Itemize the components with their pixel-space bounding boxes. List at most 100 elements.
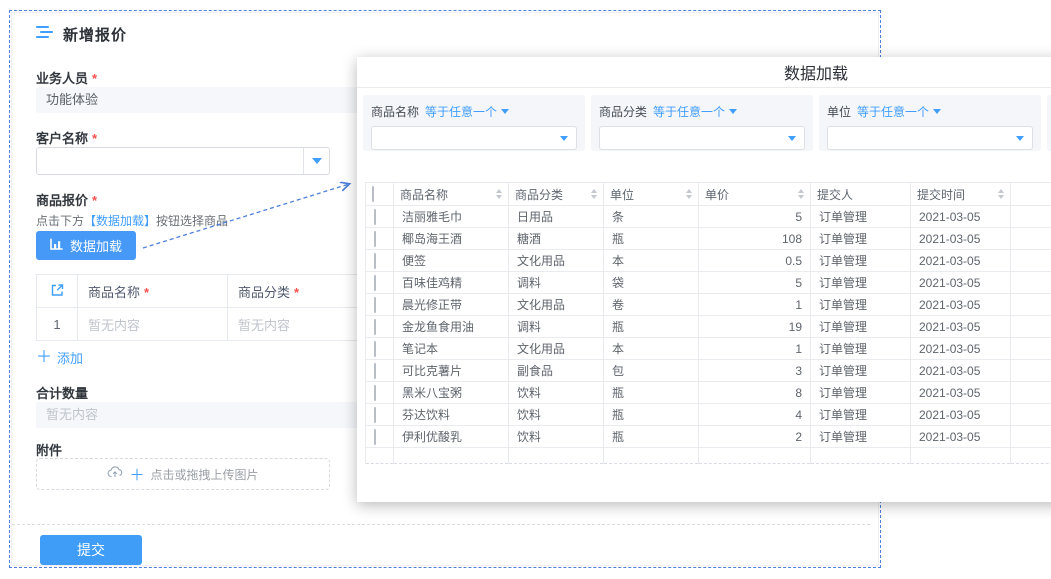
row-checkbox[interactable] — [374, 274, 376, 291]
table-row[interactable]: 黑米八宝粥 饮料 瓶 8 订单管理 2021-03-05 — [365, 381, 1051, 404]
filter-value-select[interactable] — [827, 126, 1033, 150]
sort-arrows-icon[interactable] — [998, 189, 1004, 199]
row-checkbox-cell[interactable] — [365, 425, 394, 448]
row-checkbox-cell[interactable] — [365, 359, 394, 382]
row-checkbox[interactable] — [374, 428, 376, 445]
header-submit-time[interactable]: 提交时间 — [910, 182, 1011, 206]
row-checkbox-cell[interactable] — [365, 381, 394, 404]
cell-product-name: 洁丽雅毛巾 — [393, 205, 509, 228]
table-row[interactable]: 百味佳鸡精 调料 袋 5 订单管理 2021-03-05 — [365, 271, 1051, 294]
open-in-new-icon[interactable] — [50, 283, 64, 300]
row-checkbox[interactable] — [374, 230, 376, 247]
cell-submitter: 订单管理 — [810, 271, 911, 294]
cell-price: 4 — [698, 403, 811, 426]
sort-arrows-icon[interactable] — [496, 189, 502, 199]
row-checkbox[interactable] — [374, 318, 376, 335]
cell-empty — [1010, 337, 1051, 360]
cell-product-category: 饮料 — [508, 425, 604, 448]
row-checkbox-cell[interactable] — [365, 271, 394, 294]
total-label: 合计数量 — [36, 386, 89, 401]
table-row[interactable]: 伊利优酸乳 饮料 瓶 2 订单管理 2021-03-05 — [365, 425, 1051, 448]
row-checkbox-cell[interactable] — [365, 337, 394, 360]
data-load-button[interactable]: 数据加载 — [36, 231, 137, 260]
table-row[interactable]: 可比克薯片 副食品 包 3 订单管理 2021-03-05 — [365, 359, 1051, 382]
required-mark: * — [92, 193, 98, 208]
row-checkbox[interactable] — [374, 340, 376, 357]
upload-text: 点击或拖拽上传图片 — [150, 467, 259, 482]
select-all-checkbox[interactable] — [372, 186, 374, 202]
table-row-clipped — [365, 447, 1051, 464]
header-unit[interactable]: 单位 — [603, 182, 699, 206]
filter-operator-button[interactable]: 等于任意一个 — [425, 103, 510, 120]
batch-select-cell[interactable] — [36, 274, 78, 308]
row-checkbox[interactable] — [374, 296, 376, 313]
row-checkbox[interactable] — [374, 406, 376, 423]
filter-partial — [1047, 95, 1051, 151]
cell-price: 8 — [698, 381, 811, 404]
cell-submitter: 订单管理 — [810, 403, 911, 426]
row-checkbox-cell[interactable] — [365, 227, 394, 250]
cell-product-category: 糖酒 — [508, 227, 604, 250]
row-checkbox[interactable] — [374, 384, 376, 401]
sort-arrows-icon[interactable] — [798, 189, 804, 199]
table-row[interactable]: 便签 文化用品 本 0.5 订单管理 2021-03-05 — [365, 249, 1051, 272]
quote-table-header-row: 商品名称 * 商品分类 * — [36, 274, 388, 308]
cell-price: 108 — [698, 227, 811, 250]
product-name-cell[interactable]: 暂无内容 — [77, 307, 228, 341]
row-checkbox-cell[interactable] — [365, 205, 394, 228]
row-checkbox-cell[interactable] — [365, 249, 394, 272]
cell-submitter: 订单管理 — [810, 205, 911, 228]
header-product-category[interactable]: 商品分类 — [508, 182, 604, 206]
table-row[interactable]: 笔记本 文化用品 本 1 订单管理 2021-03-05 — [365, 337, 1051, 360]
row-checkbox-cell[interactable] — [365, 293, 394, 316]
row-checkbox[interactable] — [374, 252, 376, 269]
filter-value-select[interactable] — [599, 126, 805, 150]
table-row[interactable]: 芬达饮料 饮料 瓶 4 订单管理 2021-03-05 — [365, 403, 1051, 426]
cell-product-name: 黑米八宝粥 — [393, 381, 509, 404]
cell-submit-time: 2021-03-05 — [910, 227, 1011, 250]
row-checkbox-cell[interactable] — [365, 403, 394, 426]
row-checkbox-cell[interactable] — [365, 315, 394, 338]
cell-price: 2 — [698, 425, 811, 448]
filter-operator-button[interactable]: 等于任意一个 — [653, 103, 738, 120]
filter-operator-button[interactable]: 等于任意一个 — [857, 103, 942, 120]
header-product-name[interactable]: 商品名称 — [393, 182, 509, 206]
customer-select[interactable] — [36, 147, 330, 175]
header-submitter: 提交人 — [810, 182, 911, 206]
cell-submitter: 订单管理 — [810, 249, 911, 272]
row-checkbox[interactable] — [374, 208, 376, 225]
required-mark: * — [92, 71, 98, 86]
caret-down-icon — [1016, 136, 1024, 141]
cell-submit-time: 2021-03-05 — [910, 293, 1011, 316]
cell-submitter: 订单管理 — [810, 227, 911, 250]
sort-arrows-icon[interactable] — [591, 189, 597, 199]
select-all-cell[interactable] — [365, 182, 394, 206]
cell-unit: 本 — [603, 249, 699, 272]
filter-value-select[interactable] — [371, 126, 577, 150]
submit-button[interactable]: 提交 — [40, 535, 142, 565]
cell-product-name: 笔记本 — [393, 337, 509, 360]
caret-down-icon[interactable] — [303, 148, 329, 174]
upload-dropzone[interactable]: ＋ 点击或拖拽上传图片 — [36, 458, 330, 490]
cell-empty — [1010, 249, 1051, 272]
table-row[interactable]: 金龙鱼食用油 调料 瓶 19 订单管理 2021-03-05 — [365, 315, 1051, 338]
add-row-button[interactable]: ＋ 添加 — [36, 348, 84, 366]
cell-price: 5 — [698, 271, 811, 294]
plus-icon: ＋ — [129, 466, 145, 484]
page-header: 新增报价 — [36, 24, 127, 45]
row-checkbox[interactable] — [374, 362, 376, 379]
cell-submit-time: 2021-03-05 — [910, 205, 1011, 228]
caret-down-icon — [560, 136, 568, 141]
cell-submitter: 订单管理 — [810, 359, 911, 382]
table-row[interactable]: 晨光修正带 文化用品 卷 1 订单管理 2021-03-05 — [365, 293, 1051, 316]
filter-unit: 单位 等于任意一个 — [819, 95, 1041, 151]
header-price[interactable]: 单价 — [698, 182, 811, 206]
cell-unit: 条 — [603, 205, 699, 228]
table-row[interactable]: 椰岛海王酒 糖酒 瓶 108 订单管理 2021-03-05 — [365, 227, 1051, 250]
cell-submitter: 订单管理 — [810, 337, 911, 360]
page-title: 新增报价 — [63, 27, 128, 44]
cell-submit-time: 2021-03-05 — [910, 381, 1011, 404]
cell-submit-time: 2021-03-05 — [910, 337, 1011, 360]
table-row[interactable]: 洁丽雅毛巾 日用品 条 5 订单管理 2021-03-05 — [365, 205, 1051, 228]
sort-arrows-icon[interactable] — [686, 189, 692, 199]
